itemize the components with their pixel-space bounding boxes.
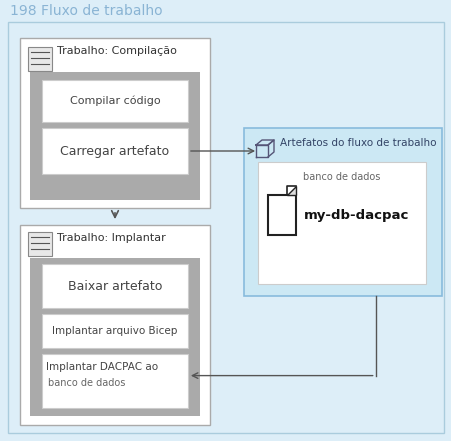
Bar <box>42 314 188 348</box>
Bar <box>30 72 199 200</box>
Text: Carregar artefato: Carregar artefato <box>60 145 169 157</box>
Bar <box>30 258 199 416</box>
Text: Implantar DACPAC ao: Implantar DACPAC ao <box>46 362 158 372</box>
Bar <box>244 128 441 296</box>
Bar <box>42 354 188 408</box>
Text: Implantar arquivo Bicep: Implantar arquivo Bicep <box>52 326 177 336</box>
Bar <box>20 38 210 208</box>
Text: 198 Fluxo de trabalho: 198 Fluxo de trabalho <box>10 4 162 18</box>
Text: banco de dados: banco de dados <box>303 172 380 182</box>
Text: Trabalho: Compilação: Trabalho: Compilação <box>57 46 176 56</box>
Text: Artefatos do fluxo de trabalho: Artefatos do fluxo de trabalho <box>279 138 436 148</box>
Bar <box>42 128 188 174</box>
Bar <box>28 232 52 256</box>
Polygon shape <box>286 186 295 195</box>
Bar <box>20 225 210 425</box>
Bar <box>258 162 425 284</box>
Text: Trabalho: Implantar: Trabalho: Implantar <box>57 233 166 243</box>
Text: Baixar artefato: Baixar artefato <box>68 280 162 292</box>
Bar <box>42 80 188 122</box>
Text: my-db-dacpac: my-db-dacpac <box>304 209 409 221</box>
Bar <box>42 264 188 308</box>
Text: banco de dados: banco de dados <box>48 378 125 388</box>
Bar <box>28 47 52 71</box>
Bar <box>267 195 295 235</box>
Text: Compilar código: Compilar código <box>69 96 160 106</box>
